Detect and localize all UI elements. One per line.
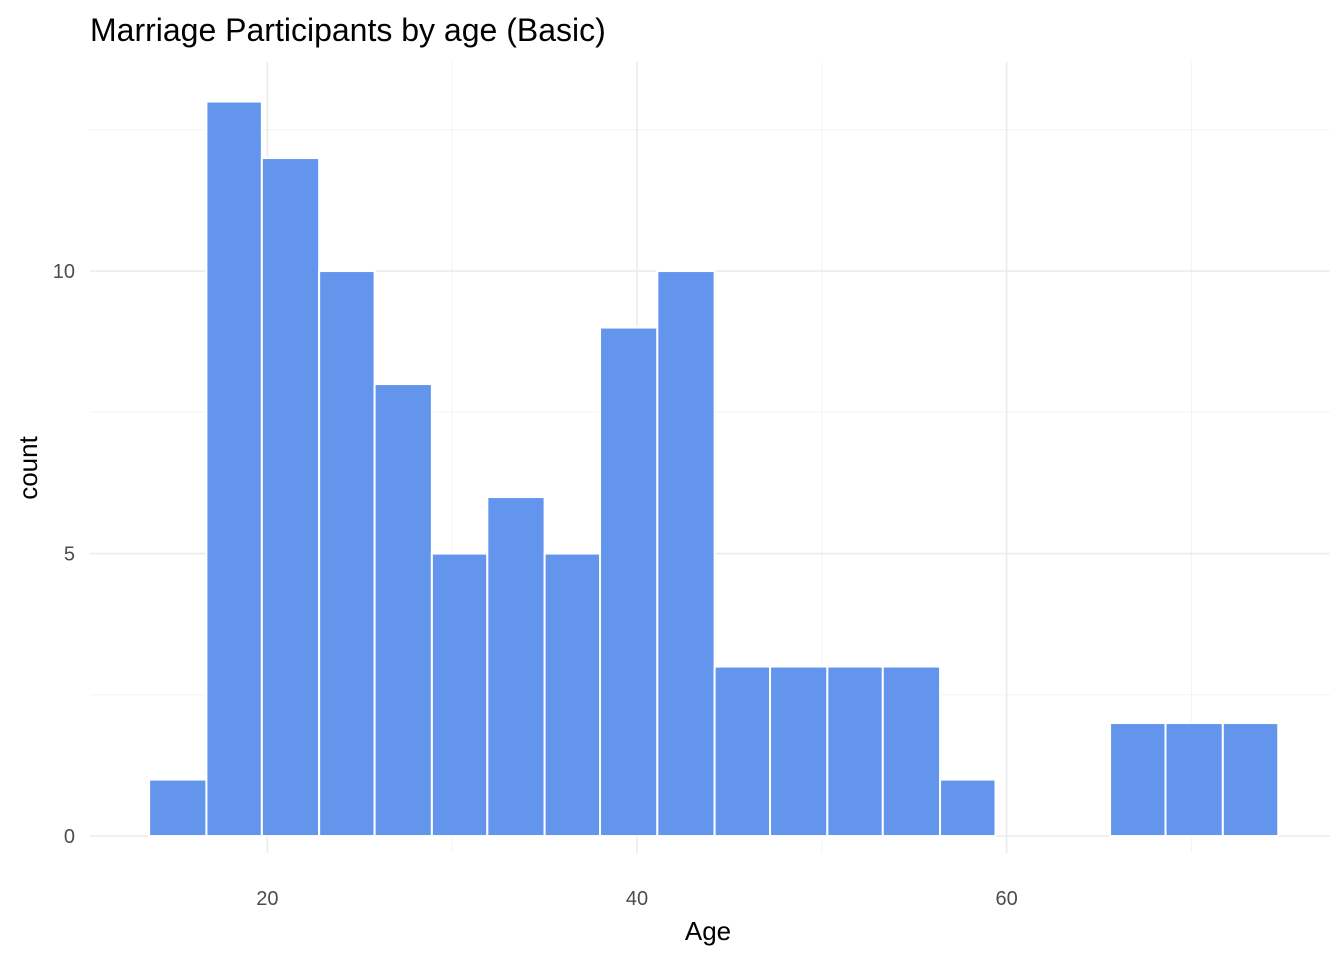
- x-axis-label: Age: [685, 916, 731, 946]
- histogram-bar: [148, 778, 208, 838]
- histogram-bar: [881, 665, 942, 838]
- x-tick-label: 60: [995, 888, 1017, 910]
- histogram-bar: [939, 778, 997, 838]
- histogram-bar: [205, 100, 263, 838]
- x-tick-label: 20: [256, 888, 278, 910]
- y-tick-label: 10: [53, 261, 75, 283]
- histogram-bar: [373, 383, 433, 838]
- histogram-bar: [599, 326, 659, 838]
- histogram-bar: [260, 157, 321, 838]
- chart-title: Marriage Participants by age (Basic): [90, 12, 606, 48]
- bars: [148, 100, 1280, 838]
- tick-labels: 20 40 60 0 5 10: [53, 261, 1018, 910]
- histogram-bar: [543, 552, 602, 838]
- histogram-bar: [318, 270, 376, 838]
- histogram-bar: [1221, 722, 1280, 838]
- x-tick-label: 40: [626, 888, 648, 910]
- y-tick-label: 0: [64, 826, 75, 848]
- histogram-bar: [430, 552, 489, 838]
- histogram-bar: [1164, 722, 1224, 838]
- histogram-bar: [486, 496, 546, 838]
- histogram-bar: [656, 270, 716, 838]
- y-axis-label: count: [13, 435, 43, 499]
- histogram-bar: [713, 665, 772, 838]
- y-tick-label: 5: [64, 544, 75, 566]
- histogram-bar: [826, 665, 884, 838]
- histogram-bar: [769, 665, 829, 838]
- histogram-bar: [1109, 722, 1167, 838]
